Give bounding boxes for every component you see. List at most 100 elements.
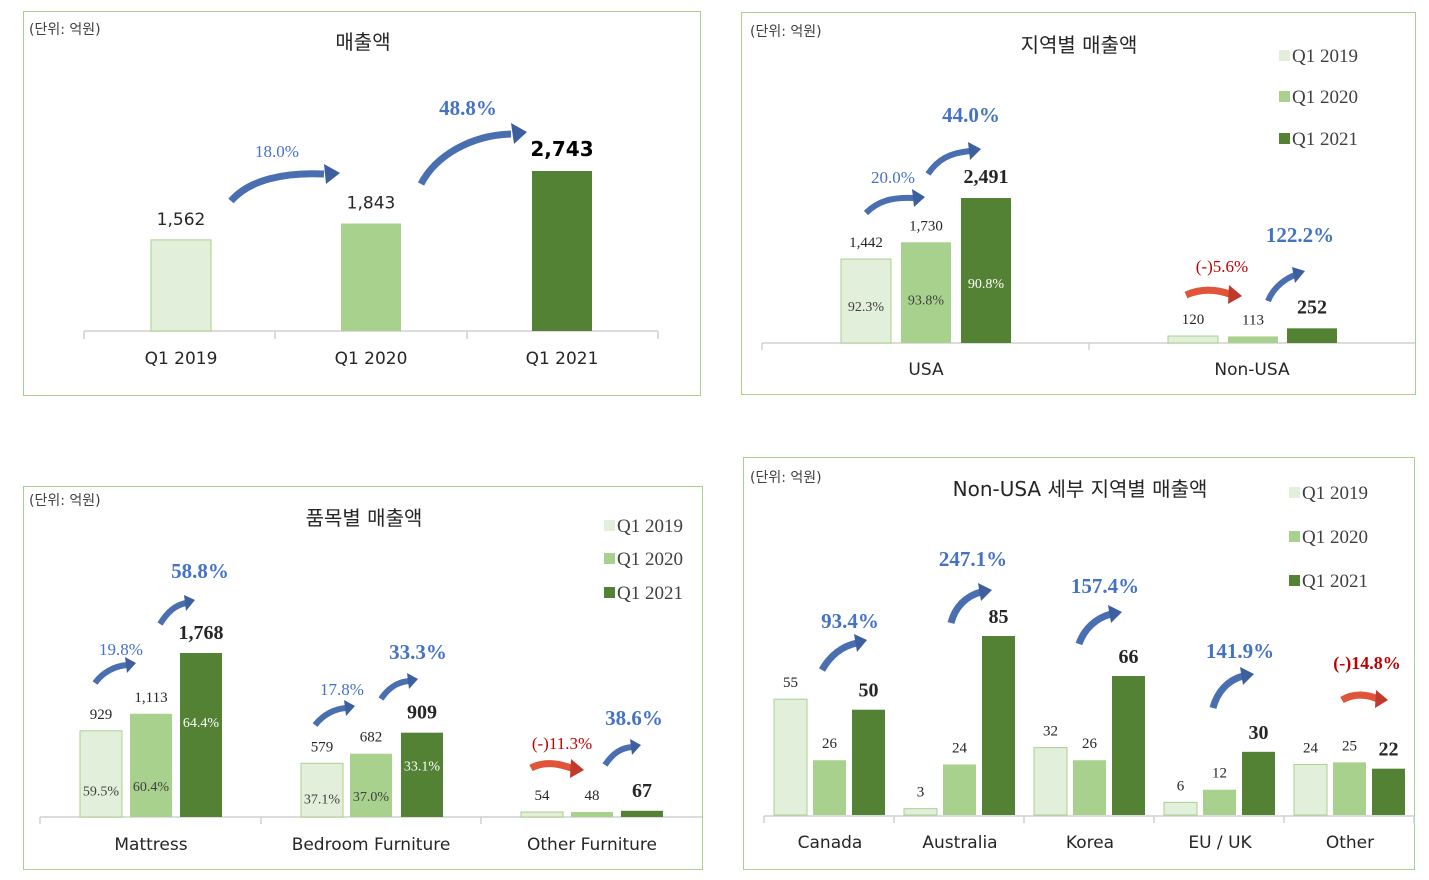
growth-label: 157.4%: [1071, 574, 1139, 598]
data-label: 90.8%: [968, 277, 1005, 292]
legend-label: Q1 2021: [617, 583, 683, 604]
bar: [130, 713, 172, 817]
data-label: 92.3%: [848, 300, 885, 315]
legend: Q1 2019 Q1 2020 Q1 2021: [604, 516, 683, 604]
data-label: 3: [917, 785, 925, 801]
legend-label: Q1 2021: [1292, 129, 1358, 150]
data-label: 54: [535, 788, 551, 804]
growth-label: 48.8%: [439, 96, 497, 120]
legend-label: Q1 2021: [1302, 571, 1368, 592]
revenue-chart: (단위: 억원) 매출액 1,562 1,843 2,743 Q1 2019 Q1 …: [29, 22, 659, 369]
data-label: 66: [1119, 646, 1139, 668]
data-label: 64.4%: [183, 716, 220, 731]
growth-arrow: [378, 678, 410, 701]
bar: [1242, 751, 1275, 815]
chart-title: 지역별 매출액: [1021, 33, 1138, 57]
legend-label: Q1 2020: [1292, 87, 1358, 108]
x-tick-label: Korea: [1066, 833, 1114, 853]
legend: Q1 2019 Q1 2020 Q1 2021: [1279, 46, 1358, 150]
x-tick-label: Canada: [798, 833, 863, 853]
growth-label: (-)5.6%: [1196, 257, 1248, 276]
growth-label: 17.8%: [320, 680, 364, 699]
bar: [982, 636, 1015, 815]
bar: [1228, 336, 1278, 343]
revenue-chart-panel: (단위: 억원) 매출액 1,562 1,843 2,743 Q1 2019 Q1 …: [23, 11, 701, 396]
bar: [961, 198, 1011, 343]
bar: [180, 653, 222, 817]
growth-label: 58.8%: [171, 559, 229, 583]
region-chart: (단위: 억원) 지역별 매출액 Q1 2019 Q1 2020 Q1 2021…: [750, 24, 1415, 380]
legend-swatch: [1289, 575, 1300, 586]
bar: [571, 812, 613, 817]
data-label: 37.0%: [353, 790, 390, 805]
data-label: 30: [1249, 722, 1269, 744]
legend-swatch: [604, 587, 615, 598]
data-label: 909: [407, 702, 437, 724]
chart-title: Non-USA 세부 지역별 매출액: [953, 477, 1208, 501]
bar: [532, 171, 592, 331]
bar: [943, 764, 976, 815]
nonusa-chart: (단위: 억원) Non-USA 세부 지역별 매출액 Q1 2019 Q1 2…: [750, 470, 1415, 853]
growth-arrow: [863, 194, 915, 216]
x-tick-label: USA: [908, 360, 944, 380]
data-label: 25: [1342, 738, 1357, 754]
growth-arrow: [818, 639, 858, 672]
bar: [341, 223, 401, 331]
bar: [1287, 328, 1337, 343]
x-tick-label: Bedroom Furniture: [292, 835, 451, 855]
data-label: 48: [585, 788, 600, 804]
bar: [1167, 335, 1219, 344]
bar: [79, 730, 123, 818]
data-label: 1,562: [157, 210, 206, 230]
x-tick-label: Other Furniture: [527, 835, 657, 855]
legend-swatch: [1279, 50, 1290, 61]
unit-label: (단위: 억원): [750, 24, 822, 40]
growth-label: 38.6%: [605, 706, 663, 730]
data-label: 1,843: [347, 193, 396, 213]
growth-arrow: [228, 170, 325, 204]
bar: [150, 239, 212, 332]
legend: Q1 2019 Q1 2020 Q1 2021: [1289, 483, 1368, 592]
data-label: 682: [360, 730, 383, 746]
data-label: 85: [989, 606, 1009, 628]
bar: [1073, 760, 1106, 815]
data-label: 32: [1043, 724, 1058, 740]
growth-arrow: [1209, 672, 1245, 710]
growth-arrow: [1265, 272, 1297, 303]
data-label: 26: [822, 736, 838, 752]
unit-label: (단위: 억원): [750, 470, 822, 486]
data-label: 26: [1082, 736, 1098, 752]
x-tick-label: Non-USA: [1214, 360, 1290, 380]
bar: [350, 753, 392, 817]
growth-label: (-)11.3%: [532, 734, 592, 753]
bar: [1112, 676, 1145, 815]
data-label: 1,730: [909, 218, 943, 234]
data-label: 12: [1212, 766, 1227, 782]
x-tick-label: Other: [1326, 833, 1374, 853]
data-label: 37.1%: [304, 793, 341, 808]
growth-arrow-head: [511, 123, 527, 144]
data-label: 113: [1242, 312, 1264, 328]
region-chart-panel: (단위: 억원) 지역별 매출액 Q1 2019 Q1 2020 Q1 2021…: [741, 12, 1416, 395]
nonusa-chart-panel: (단위: 억원) Non-USA 세부 지역별 매출액 Q1 2019 Q1 2…: [743, 457, 1415, 870]
data-label: 55: [783, 675, 798, 691]
growth-arrow: [1075, 610, 1113, 646]
growth-arrow: [417, 130, 512, 186]
data-label: 24: [1303, 740, 1319, 756]
x-tick-label: Q1 2021: [526, 349, 599, 369]
legend-swatch: [1279, 133, 1290, 144]
data-label: 929: [90, 707, 113, 723]
data-label: 6: [1177, 778, 1185, 794]
bar: [1372, 768, 1405, 815]
bar: [901, 242, 951, 343]
growth-arrow: [947, 588, 983, 625]
bar: [401, 732, 443, 817]
growth-arrow-down: [529, 760, 576, 773]
legend-swatch: [1289, 531, 1300, 542]
growth-label: 141.9%: [1206, 639, 1274, 663]
legend-swatch: [604, 520, 615, 531]
unit-label: (단위: 억원): [29, 22, 101, 38]
growth-arrow: [312, 705, 347, 727]
growth-label: 18.0%: [255, 142, 299, 161]
growth-arrow: [157, 600, 187, 626]
